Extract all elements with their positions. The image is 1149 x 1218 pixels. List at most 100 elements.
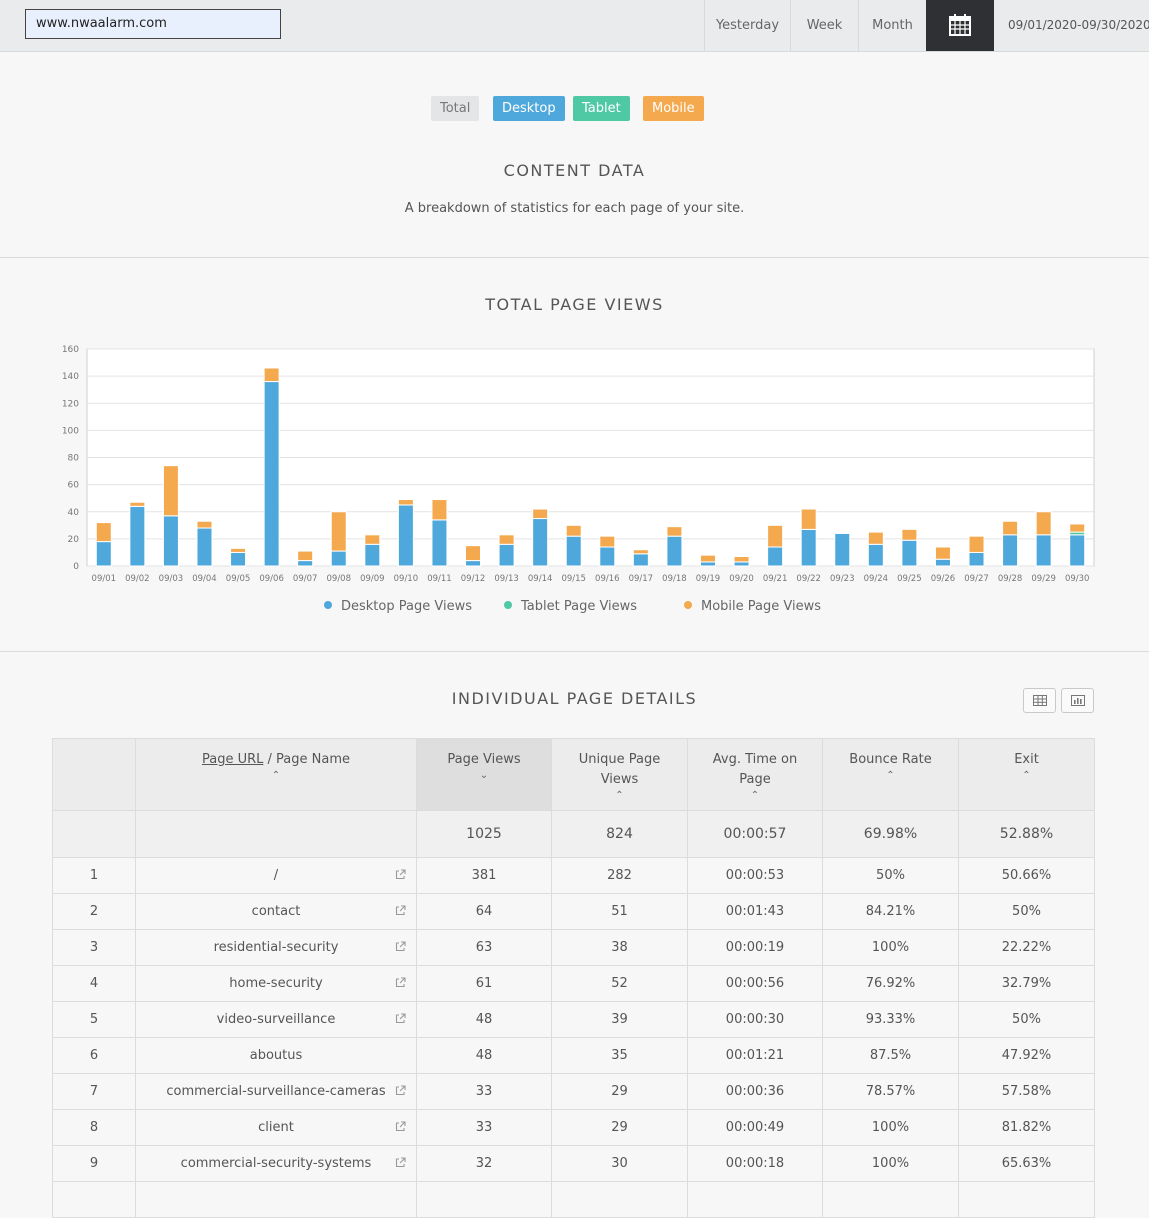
- bar-mobile: [532, 508, 549, 520]
- external-link-icon[interactable]: [395, 977, 406, 988]
- table-header-row: Page URL / Page Name ⌃ Page Views ⌄ Unique…: [52, 738, 1095, 811]
- row-bounce-rate: 100%: [822, 1145, 959, 1182]
- x-tick-label: 09/22: [796, 574, 821, 584]
- x-tick-label: 09/05: [226, 574, 251, 584]
- table-row: 1 / 381 282 00:00:53 50% 50.66%: [52, 857, 1095, 894]
- totals-bounce: 69.98%: [822, 810, 959, 858]
- calendar-button[interactable]: [926, 0, 994, 51]
- table-row: 3 residential-security 63 38 00:00:19 100% 22.…: [52, 929, 1095, 966]
- col-bounce-header[interactable]: Bounce Rate ⌃: [822, 738, 959, 811]
- row-avg-time: 00:00:53: [687, 857, 823, 894]
- bar-desktop: [1002, 534, 1019, 567]
- bar-desktop: [632, 553, 649, 567]
- bar-desktop: [297, 560, 314, 567]
- sort-up-icon: ⌃: [615, 790, 624, 801]
- row-page-name[interactable]: home-security: [135, 965, 417, 1002]
- x-tick-label: 09/07: [293, 574, 318, 584]
- bar-mobile: [767, 524, 784, 548]
- range-week-button[interactable]: Week: [790, 0, 858, 51]
- row-unique-views: 35: [551, 1037, 688, 1074]
- external-link-icon[interactable]: [395, 905, 406, 916]
- row-bounce-rate: 84.21%: [822, 893, 959, 930]
- row-page-name[interactable]: residential-security: [135, 929, 417, 966]
- y-tick-label: 160: [62, 345, 79, 355]
- row-unique-views: 39: [551, 1001, 688, 1038]
- filter-desktop[interactable]: Desktop: [493, 96, 565, 121]
- filter-tablet[interactable]: Tablet: [573, 96, 630, 121]
- divider: [0, 651, 1149, 652]
- legend-mobile[interactable]: Mobile Page Views: [684, 599, 821, 614]
- row-unique-views: 282: [551, 857, 688, 894]
- content-data-title: CONTENT DATA: [503, 161, 646, 180]
- date-range-label[interactable]: 09/01/2020-09/30/2020: [1008, 18, 1149, 32]
- row-unique-views: 38: [551, 929, 688, 966]
- col-avg-time-header[interactable]: Avg. Time on Page ⌃: [687, 738, 823, 811]
- bar-desktop: [498, 543, 515, 567]
- row-page-name[interactable]: commercial-surveillance-cameras: [135, 1073, 417, 1110]
- row-index: 5: [52, 1001, 136, 1038]
- bar-mobile: [1035, 511, 1052, 536]
- external-link-icon[interactable]: [395, 941, 406, 952]
- row-page-name[interactable]: client: [135, 1109, 417, 1146]
- bar-desktop: [431, 519, 448, 567]
- external-link-icon[interactable]: [395, 1121, 406, 1132]
- table-row: 9 commercial-security-systems 32 30 00:00:18…: [52, 1145, 1095, 1182]
- external-link-icon[interactable]: [395, 1085, 406, 1096]
- row-index: 8: [52, 1109, 136, 1146]
- row-unique-views: 52: [551, 965, 688, 1002]
- page-url-link[interactable]: Page URL: [201, 752, 264, 767]
- x-tick-label: 09/13: [494, 574, 519, 584]
- col-unique-views-header[interactable]: Unique Page Views ⌃: [551, 738, 688, 811]
- range-yesterday-button[interactable]: Yesterday: [704, 0, 790, 51]
- legend-tablet[interactable]: Tablet Page Views: [504, 599, 637, 614]
- chart-view-button[interactable]: [1061, 688, 1094, 713]
- x-tick-label: 09/12: [461, 574, 486, 584]
- col-index-header: [52, 738, 136, 811]
- row-page-name[interactable]: /: [135, 857, 417, 894]
- table-view-button[interactable]: [1023, 688, 1056, 713]
- bar-desktop: [263, 381, 280, 567]
- row-unique-views: 30: [551, 1145, 688, 1182]
- row-page-name[interactable]: [135, 1181, 417, 1218]
- legend-desktop[interactable]: Desktop Page Views: [324, 599, 472, 614]
- filter-mobile[interactable]: Mobile: [643, 96, 704, 121]
- row-avg-time: 00:01:43: [687, 893, 823, 930]
- row-exit: 57.58%: [958, 1073, 1095, 1110]
- x-tick-label: 09/03: [159, 574, 184, 584]
- external-link-icon[interactable]: [395, 1157, 406, 1168]
- filter-total[interactable]: Total: [431, 96, 480, 121]
- bar-mobile: [699, 554, 716, 563]
- row-page-label: client: [258, 1120, 294, 1135]
- row-avg-time: 00:00:36: [687, 1073, 823, 1110]
- x-tick-label: 09/06: [259, 574, 284, 584]
- row-page-views: 33: [416, 1109, 552, 1146]
- y-tick-label: 120: [62, 399, 79, 409]
- row-page-name[interactable]: commercial-security-systems: [135, 1145, 417, 1182]
- row-page-name[interactable]: contact: [135, 893, 417, 930]
- totals-exit: 52.88%: [958, 810, 1095, 858]
- bar-mobile: [867, 531, 884, 545]
- row-page-views: 48: [416, 1001, 552, 1038]
- bar-desktop: [565, 535, 582, 567]
- row-page-name[interactable]: video-surveillance: [135, 1001, 417, 1038]
- col-page-views-header[interactable]: Page Views ⌄: [416, 738, 552, 811]
- row-page-views: [416, 1181, 552, 1218]
- unique-views-label: Unique Page Views: [578, 752, 661, 787]
- col-exit-header[interactable]: Exit ⌃: [958, 738, 1095, 811]
- y-tick-label: 100: [62, 426, 79, 436]
- totals-unique: 824: [551, 810, 688, 858]
- bar-mobile: [330, 511, 347, 552]
- external-link-icon[interactable]: [395, 1013, 406, 1024]
- legend-dot-tablet: [504, 601, 512, 609]
- row-page-name[interactable]: aboutus: [135, 1037, 417, 1074]
- row-exit: 65.63%: [958, 1145, 1095, 1182]
- external-link-icon[interactable]: [395, 869, 406, 880]
- row-page-views: 64: [416, 893, 552, 930]
- site-input[interactable]: www.nwaalarm.com: [25, 9, 281, 39]
- col-page-url-header[interactable]: Page URL / Page Name ⌃: [135, 738, 417, 811]
- totals-index: [52, 810, 136, 858]
- range-month-button[interactable]: Month: [858, 0, 926, 51]
- x-tick-label: 09/17: [629, 574, 654, 584]
- row-bounce-rate: 87.5%: [822, 1037, 959, 1074]
- row-exit: 32.79%: [958, 965, 1095, 1002]
